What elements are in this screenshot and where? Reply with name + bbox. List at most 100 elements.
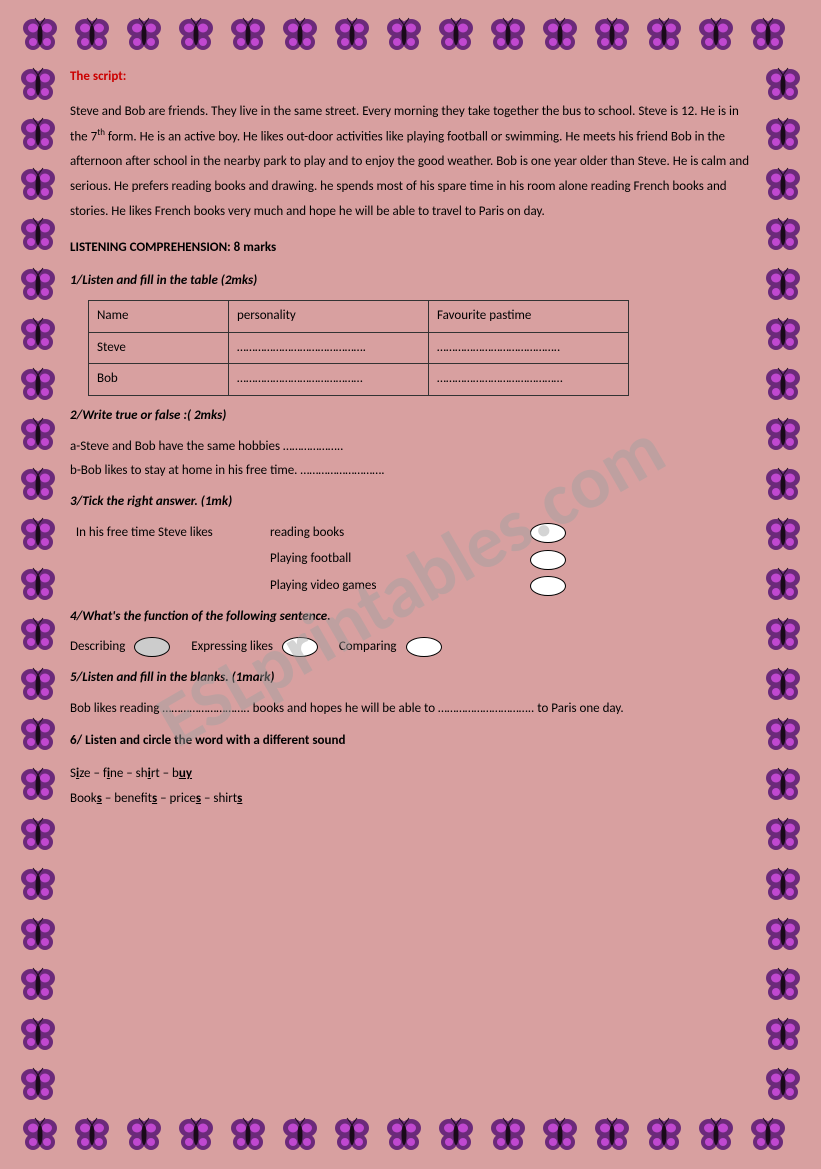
butterfly-icon [18,915,58,955]
q4-row: Describing Expressing likes Comparing [70,635,751,660]
table-header: Favourite pastime [429,300,629,332]
butterfly-icon [18,315,58,355]
butterfly-icon [488,1115,528,1155]
butterfly-icon [18,115,58,155]
butterfly-icon [18,715,58,755]
butterfly-icon [763,465,803,505]
butterfly-icon [72,1115,112,1155]
butterfly-icon [763,415,803,455]
butterfly-icon [488,15,528,55]
butterfly-icon [18,215,58,255]
page: ESLprintables.com The script: Steve and … [0,0,821,1169]
butterfly-icon [72,15,112,55]
q6-line1: Size – fine – shirt – buy [70,762,751,787]
butterfly-icon [18,1065,58,1105]
butterfly-icon [763,1065,803,1105]
q4-option: Describing [70,639,125,654]
butterfly-icon [18,515,58,555]
table-row: Name personality Favourite pastime [89,300,629,332]
butterfly-icon [228,1115,268,1155]
table-cell[interactable]: …………………………………… [429,364,629,396]
q3-option: Playing football [270,547,530,572]
oval-checkbox[interactable] [406,637,442,657]
table-header: Name [89,300,229,332]
butterfly-icon [18,65,58,105]
butterfly-icon [18,965,58,1005]
butterfly-icon [763,765,803,805]
table-cell[interactable]: ……………………………………. [229,332,429,364]
butterfly-icon [332,15,372,55]
butterfly-icon [696,1115,736,1155]
q2-b: b-Bob likes to stay at home in his free … [70,459,751,484]
q2-a: a-Steve and Bob have the same hobbies ……… [70,435,751,460]
butterfly-icon [124,1115,164,1155]
butterfly-icon [763,815,803,855]
butterfly-icon [18,815,58,855]
butterfly-icon [18,465,58,505]
butterfly-icon [228,15,268,55]
table-cell[interactable]: …………………………………… [229,364,429,396]
q3-row: Playing football [70,547,751,572]
q4-title: 4/What's the function of the following s… [70,605,751,630]
oval-checkbox[interactable] [134,637,170,657]
table-row: Bob …………………………………… …………………………………… [89,364,629,396]
butterfly-icon [280,15,320,55]
q4-option: Expressing likes [191,639,273,654]
oval-checkbox[interactable] [530,550,566,570]
butterfly-icon [18,265,58,305]
q3-option: Playing video games [270,574,530,599]
butterfly-icon [124,15,164,55]
table-header: personality [229,300,429,332]
oval-checkbox[interactable] [530,523,566,543]
butterfly-icon [20,15,60,55]
q3-row: In his free time Steve likes reading boo… [70,521,751,546]
butterfly-icon [763,1015,803,1055]
butterfly-icon [748,15,788,55]
butterfly-icon [592,15,632,55]
q5-title: 5/Listen and fill in the blanks. (1mark) [70,666,751,691]
q5-text: Bob likes reading ……………………….. books and … [70,697,751,722]
butterfly-icon [763,515,803,555]
butterfly-icon [763,315,803,355]
main-paragraph: Steve and Bob are friends. They live in … [70,100,751,225]
butterfly-icon [763,265,803,305]
q3-row: Playing video games [70,574,751,599]
oval-checkbox[interactable] [282,637,318,657]
q6-title: 6/ Listen and circle the word with a dif… [70,729,751,754]
butterfly-icon [436,15,476,55]
butterfly-icon [18,415,58,455]
butterfly-icon [763,965,803,1005]
butterfly-icon [20,1115,60,1155]
butterfly-icon [176,15,216,55]
butterfly-icon [763,715,803,755]
butterfly-icon [176,1115,216,1155]
butterfly-icon [384,15,424,55]
butterfly-icon [763,615,803,655]
table-cell[interactable]: ………………………………….. [429,332,629,364]
butterfly-icon [644,1115,684,1155]
butterfly-icon [332,1115,372,1155]
butterfly-icon [763,665,803,705]
q3-intro: In his free time Steve likes [70,521,270,546]
section-heading: LISTENING COMPREHENSION: 8 marks [70,236,751,261]
butterfly-icon [763,915,803,955]
butterfly-icon [384,1115,424,1155]
butterfly-icon [763,365,803,405]
content-area: The script: Steve and Bob are friends. T… [70,65,751,812]
butterfly-icon [280,1115,320,1155]
butterfly-icon [540,1115,580,1155]
q3-title: 3/Tick the right answer. (1mk) [70,490,751,515]
q1-table: Name personality Favourite pastime Steve… [88,300,629,396]
q3-option: reading books [270,521,530,546]
butterfly-icon [18,365,58,405]
butterfly-icon [763,565,803,605]
butterfly-icon [644,15,684,55]
butterfly-icon [748,1115,788,1155]
butterfly-icon [18,165,58,205]
table-row: Steve ……………………………………. ………………………………….. [89,332,629,364]
butterfly-icon [763,65,803,105]
butterfly-icon [18,865,58,905]
butterfly-icon [763,165,803,205]
oval-checkbox[interactable] [530,576,566,596]
butterfly-icon [436,1115,476,1155]
